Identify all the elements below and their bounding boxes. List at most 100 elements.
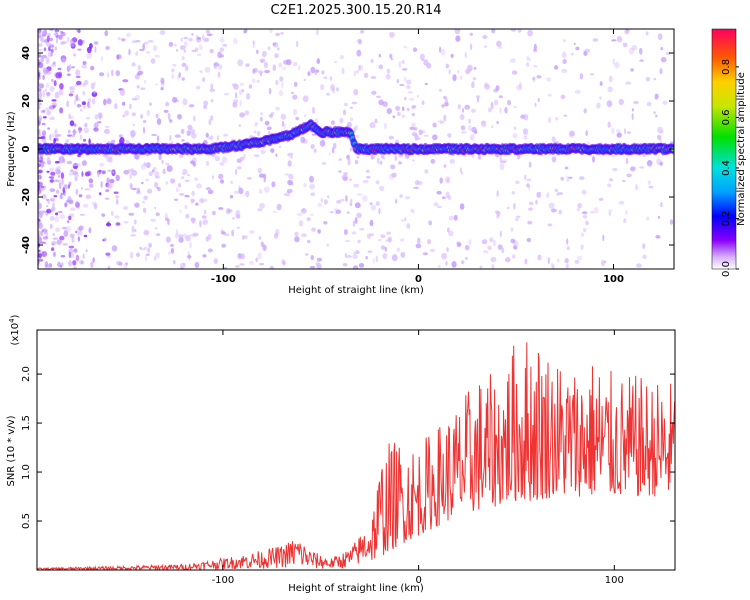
spectrogram-noise-blob <box>356 134 360 139</box>
spectrogram-noise-blob <box>68 215 72 221</box>
spectrogram-noise-blob <box>343 176 348 181</box>
spectrogram-noise-blob <box>66 65 70 73</box>
spectrogram-noise-blob <box>608 211 611 217</box>
spectrogram-noise-blob <box>53 251 56 258</box>
spectrogram-noise-blob <box>197 53 202 56</box>
spectrogram-noise-blob <box>50 247 55 252</box>
spectrogram-noise-blob <box>41 251 48 257</box>
spectrogram-noise-blob <box>40 161 46 164</box>
spectrogram-noise-blob <box>49 216 55 221</box>
spectrogram-noise-blob <box>464 51 467 59</box>
spectrogram-noise-blob <box>568 176 573 179</box>
snr-xtick-label: -100 <box>212 575 235 586</box>
spectrogram-noise-blob <box>255 49 259 54</box>
spectrogram-noise-blob <box>100 56 103 62</box>
spectrogram-noise-blob <box>443 95 447 100</box>
spectrogram-noise-blob <box>252 44 255 49</box>
spectrogram-noise-blob <box>154 182 159 188</box>
spectrogram-noise-blob <box>59 42 65 45</box>
spectrogram-noise-blob <box>185 213 190 219</box>
spectrogram-noise-blob <box>115 70 121 77</box>
spectrogram-noise-blob <box>123 220 129 224</box>
spectrogram-noise-blob <box>233 190 240 194</box>
spectrogram-noise-blob <box>311 107 316 114</box>
spectrogram-ylabel: Frequency (Hz) <box>6 111 17 187</box>
spectrogram-noise-blob <box>143 207 147 213</box>
spectrogram-noise-blob <box>471 108 476 113</box>
spectrogram-noise-blob <box>499 107 502 114</box>
spectrogram-noise-blob <box>38 31 41 35</box>
spectrogram-noise-blob <box>62 158 66 163</box>
spectrogram-noise-blob <box>458 242 461 246</box>
spectrogram-noise-blob <box>384 122 387 130</box>
spectrogram-noise-blob <box>547 257 550 264</box>
spectrogram-noise-blob <box>55 133 61 138</box>
spectrogram-noise-blob <box>239 112 246 118</box>
spectrogram-noise-blob <box>496 120 499 125</box>
spectrogram-noise-blob <box>407 85 410 89</box>
spectrogram-noise-blob <box>660 57 667 63</box>
spectrogram-noise-blob <box>79 109 83 112</box>
spectrogram-noise-blob <box>352 220 356 227</box>
spectrogram-noise-blob <box>47 51 51 58</box>
spectrogram-noise-blob <box>607 183 612 188</box>
spectrogram-noise-blob <box>72 260 77 266</box>
spectrogram-noise-blob <box>648 180 651 186</box>
spectrogram-noise-blob <box>599 81 603 86</box>
spectrogram-noise-blob <box>55 212 59 216</box>
spectrogram-noise-blob <box>70 90 75 93</box>
spectrogram-noise-blob <box>192 162 197 167</box>
spectrogram-noise-blob <box>526 56 529 61</box>
spectrogram-noise-blob <box>178 154 184 159</box>
spectrogram-noise-blob <box>523 135 528 140</box>
snr-ytick-label: 2.0 <box>21 366 32 382</box>
spectrogram-noise-blob <box>119 137 125 144</box>
spectrogram-noise-blob <box>180 37 183 42</box>
spectrogram-noise-blob <box>340 198 345 202</box>
spectrogram-noise-blob <box>626 131 631 134</box>
spectrogram-noise-blob <box>339 55 344 60</box>
spectrogram-noise-blob <box>564 258 569 264</box>
spectrogram-noise-blob <box>574 259 580 264</box>
spectrogram-noise-blob <box>129 251 134 259</box>
spectrogram-noise-blob <box>262 244 267 251</box>
spectrogram-noise-blob <box>47 127 50 130</box>
snr-panel: -100 0 100 0.5 1.0 1.5 2.0 Height of straight … <box>6 314 676 594</box>
spectrogram-noise-blob <box>331 147 335 154</box>
spectrogram-noise-blob <box>257 167 262 174</box>
spectrogram-noise-blob <box>239 263 245 266</box>
spectrogram-noise-blob <box>581 189 587 195</box>
spectrogram-noise-blob <box>526 178 532 181</box>
spectrogram-noise-blob <box>70 207 76 211</box>
spectrogram-noise-blob <box>59 30 64 34</box>
spectrogram-noise-blob <box>38 175 42 180</box>
spectrogram-noise-blob <box>303 78 306 82</box>
spectrogram-noise-blob <box>546 77 552 82</box>
spectrogram-noise-blob <box>83 105 86 110</box>
spectrogram-noise-blob <box>147 40 154 43</box>
spectrogram-noise-blob <box>54 160 60 164</box>
spectrogram-noise-blob <box>263 178 266 183</box>
spectrogram-noise-blob <box>156 186 159 190</box>
spectrogram-noise-blob <box>512 133 518 139</box>
spectrogram-noise-blob <box>378 99 384 106</box>
spectrogram-noise-blob <box>307 239 311 244</box>
spectrogram-noise-blob <box>316 29 319 36</box>
spectrogram-noise-blob <box>527 29 533 37</box>
spectrogram-noise-blob <box>239 99 242 107</box>
spectrogram-noise-blob <box>76 162 81 167</box>
spectrogram-noise-blob <box>132 123 135 127</box>
spectrogram-noise-blob <box>388 173 395 180</box>
spectrogram-noise-blob <box>593 207 599 214</box>
spectrogram-noise-blob <box>53 32 59 36</box>
spectrogram-noise-blob <box>516 215 521 218</box>
spectrogram-noise-blob <box>235 264 240 268</box>
spectrogram-noise-blob <box>184 179 190 182</box>
spectrogram-noise-blob <box>161 159 164 164</box>
spectrogram-noise-blob <box>93 91 96 94</box>
spectrogram-noise-blob <box>68 252 75 259</box>
spectrogram-noise-blob <box>445 63 449 69</box>
spectrogram-noise-blob <box>61 57 66 64</box>
spectrogram-noise-blob <box>176 187 179 193</box>
spectrogram-noise-blob <box>309 213 314 216</box>
